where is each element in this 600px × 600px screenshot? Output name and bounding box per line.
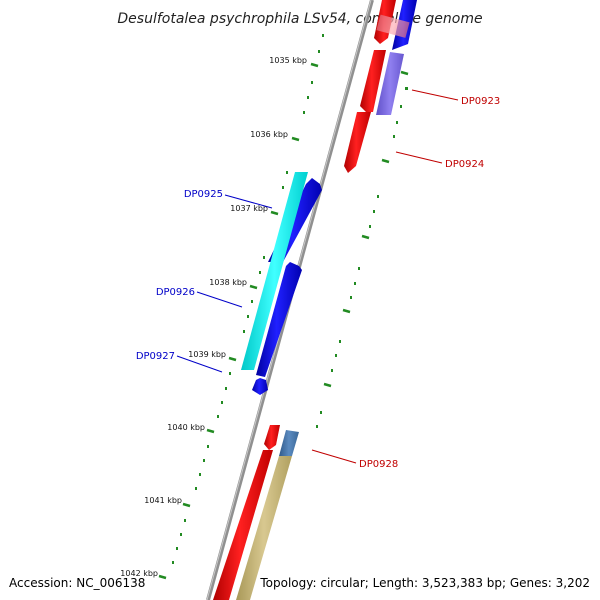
gene-label-dp0928[interactable]: DP0928 (359, 459, 398, 470)
gene-feature-blue-2[interactable] (256, 262, 302, 377)
tick-label: 1042 kbp (120, 569, 158, 578)
major-ticks (158, 62, 319, 580)
tick-1039 (228, 356, 237, 362)
gene-label-dp0927[interactable]: DP0927 (136, 351, 175, 362)
gene-feature-lavender[interactable] (376, 52, 404, 115)
tick-1040 (206, 428, 215, 434)
map-title: Desulfotalea psychrophila LSv54, complet… (117, 11, 482, 27)
gene-feature-dp0928[interactable] (264, 425, 280, 450)
gene-label-dp0926[interactable]: DP0926 (156, 287, 195, 298)
gene-label-dp0924[interactable]: DP0924 (445, 159, 484, 170)
tick-1036 (291, 136, 300, 142)
reverse-genes (236, 0, 417, 600)
gene-label-dp0923[interactable]: DP0923 (461, 96, 500, 107)
tick-label: 1038 kbp (209, 278, 247, 287)
gene-features (213, 0, 396, 600)
tick-label: 1039 kbp (188, 350, 226, 359)
tick-label: 1040 kbp (167, 423, 205, 432)
gene-feature-blue-small[interactable] (252, 378, 268, 395)
tick-1041 (182, 502, 191, 508)
gene-feature-steel[interactable] (279, 430, 299, 456)
gene-feature-overlay (376, 14, 410, 38)
tick-1035 (310, 62, 319, 68)
inner-tick-track (316, 87, 408, 428)
inner-major-ticks (323, 70, 409, 388)
gene-feature-dp0923[interactable] (360, 50, 386, 112)
gene-feature-olive[interactable] (236, 456, 292, 600)
label-leaders (176, 89, 459, 464)
tick-1037 (270, 210, 279, 216)
gene-feature-dp0924[interactable] (344, 112, 371, 173)
tick-label: 1035 kbp (269, 56, 307, 65)
accession-text: Accession: NC_006138 (9, 576, 146, 590)
gene-feature-dp0925[interactable] (241, 172, 308, 370)
outer-tick-track (172, 34, 324, 564)
tick-1038 (249, 284, 258, 290)
gene-label-dp0925[interactable]: DP0925 (184, 189, 223, 200)
tick-label: 1036 kbp (250, 130, 288, 139)
tick-1042 (158, 574, 167, 580)
topology-text: Topology: circular; Length: 3,523,383 bp… (260, 576, 590, 590)
gene-feature-red-long[interactable] (213, 450, 273, 600)
tick-label: 1037 kbp (230, 204, 268, 213)
tick-label: 1041 kbp (144, 496, 182, 505)
